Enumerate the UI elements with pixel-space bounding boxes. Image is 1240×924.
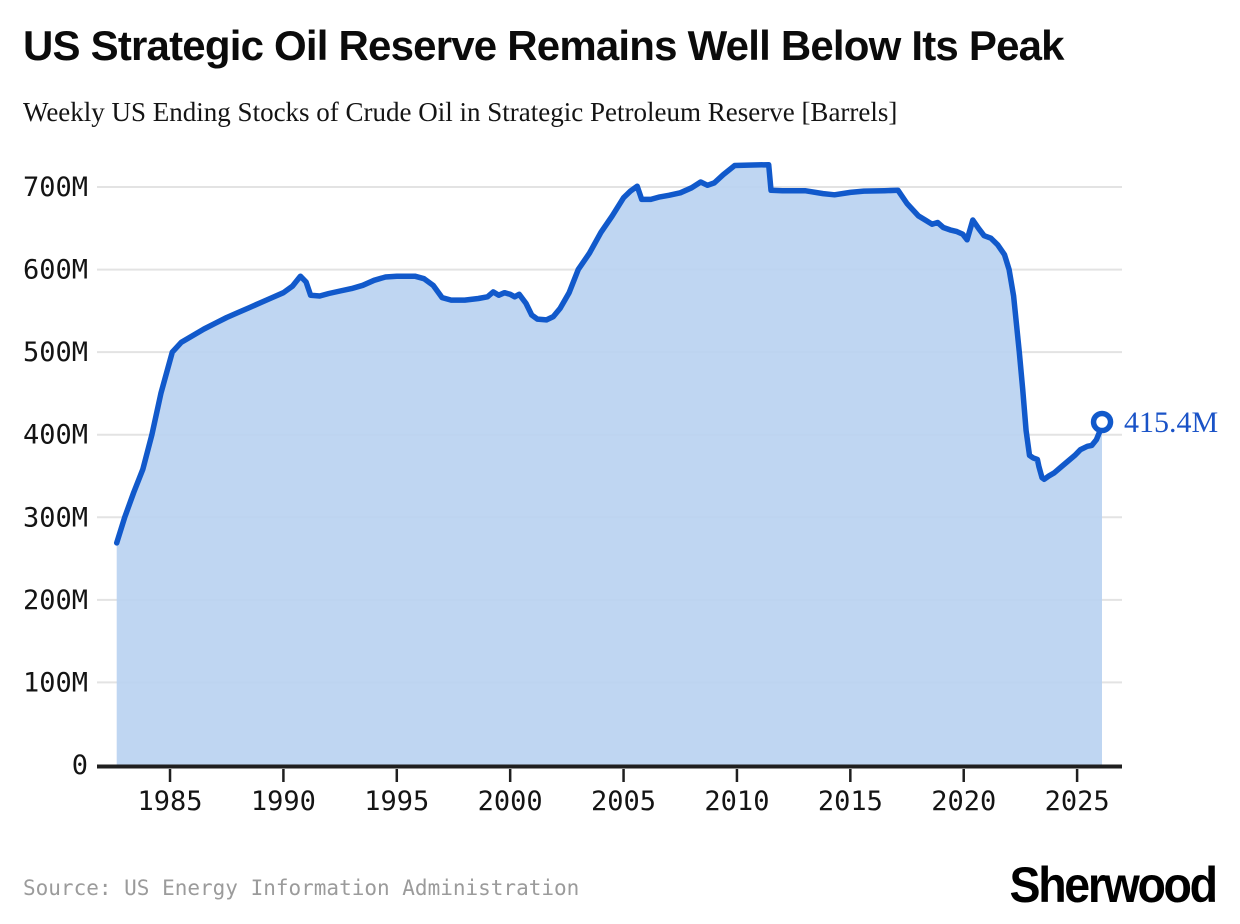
x-tick-label: 2000 (478, 786, 543, 817)
area-fill (116, 164, 1102, 765)
x-tick-label: 2020 (931, 786, 996, 817)
end-value-label: 415.4M (1124, 406, 1218, 439)
chart-subtitle: Weekly US Ending Stocks of Crude Oil in … (23, 97, 898, 127)
y-tick-label: 100M (23, 667, 88, 698)
data-line (113, 161, 1105, 546)
y-tick-label: 0 (72, 750, 88, 781)
y-tick-label: 700M (23, 172, 88, 203)
x-tick-label: 2005 (591, 786, 656, 817)
x-tick-label: 1985 (138, 786, 203, 817)
endpoint-marker (1090, 410, 1114, 434)
x-tick-label: 1995 (364, 786, 429, 817)
y-tick-label: 200M (23, 585, 88, 616)
y-tick-label: 400M (23, 420, 88, 451)
x-tick-label: 2010 (704, 786, 769, 817)
source-attribution: Source: US Energy Information Administra… (23, 876, 580, 900)
y-tick-label: 600M (23, 255, 88, 286)
page-title: US Strategic Oil Reserve Remains Well Be… (23, 22, 1065, 69)
x-tick-label: 1990 (251, 786, 316, 817)
x-tick-label: 2025 (1045, 786, 1110, 817)
x-tick-label: 2015 (818, 786, 883, 817)
sherwood-logo: Sherwood (1009, 857, 1218, 913)
y-tick-label: 500M (23, 337, 88, 368)
y-tick-label: 300M (23, 502, 88, 533)
